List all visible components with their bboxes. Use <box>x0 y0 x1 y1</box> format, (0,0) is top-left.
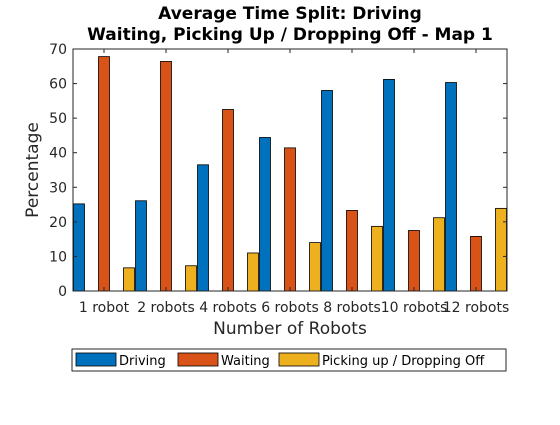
bar-waiting-0 <box>99 57 110 291</box>
bar-waiting-6 <box>471 236 482 291</box>
bar-waiting-5 <box>409 231 420 292</box>
bar-driving-3 <box>260 138 271 292</box>
bar-driving-6 <box>446 83 457 291</box>
bar-waiting-4 <box>347 210 358 291</box>
bar-driving-0 <box>74 204 85 291</box>
legend-swatch-picking-up-dropping-off <box>279 353 319 366</box>
bar-picking-up-dropping-off-2 <box>248 253 259 291</box>
chart-title-line-2: Waiting, Picking Up / Dropping Off - Map… <box>87 25 493 45</box>
x-tick-label: 12 robots <box>443 300 510 316</box>
bar-picking-up-dropping-off-5 <box>434 218 445 291</box>
legend: Driving Waiting Picking up / Dropping Off <box>72 349 506 371</box>
y-tick-label: 40 <box>49 146 67 162</box>
legend-label-waiting: Waiting <box>221 354 270 369</box>
y-tick-label: 20 <box>49 215 67 231</box>
y-tick-label: 50 <box>49 111 67 127</box>
legend-label-picking-up-dropping-off: Picking up / Dropping Off <box>322 354 485 369</box>
y-axis-label: Percentage <box>23 122 43 218</box>
bar-waiting-3 <box>285 148 296 291</box>
bar-driving-4 <box>322 90 333 291</box>
y-tick-label: 0 <box>58 284 67 300</box>
legend-swatch-waiting <box>178 353 218 366</box>
y-tick-label: 70 <box>49 42 67 58</box>
bar-picking-up-dropping-off-4 <box>372 226 383 291</box>
x-tick-label: 2 robots <box>137 300 195 316</box>
x-tick-label: 8 robots <box>323 300 381 316</box>
legend-label-driving: Driving <box>119 354 166 369</box>
bars-group <box>74 57 507 291</box>
bar-picking-up-dropping-off-6 <box>496 208 507 291</box>
x-tick-label: 10 robots <box>381 300 448 316</box>
x-tick-label: 6 robots <box>261 300 319 316</box>
bar-picking-up-dropping-off-0 <box>124 268 135 291</box>
x-tick-label: 1 robot <box>79 300 130 316</box>
bar-driving-2 <box>198 165 209 291</box>
bar-driving-5 <box>384 79 395 291</box>
bar-waiting-2 <box>223 110 234 292</box>
y-tick-label: 60 <box>49 77 67 93</box>
x-tick-label: 4 robots <box>199 300 257 316</box>
y-tick-label: 30 <box>49 180 67 196</box>
bar-driving-1 <box>136 201 147 291</box>
chart-title-line-1: Average Time Split: Driving <box>158 4 422 24</box>
y-tick-label: 10 <box>49 249 67 265</box>
legend-swatch-driving <box>76 353 116 366</box>
bar-waiting-1 <box>161 61 172 291</box>
bar-picking-up-dropping-off-1 <box>186 266 197 291</box>
bar-picking-up-dropping-off-3 <box>310 243 321 291</box>
x-axis-label: Number of Robots <box>213 319 367 339</box>
